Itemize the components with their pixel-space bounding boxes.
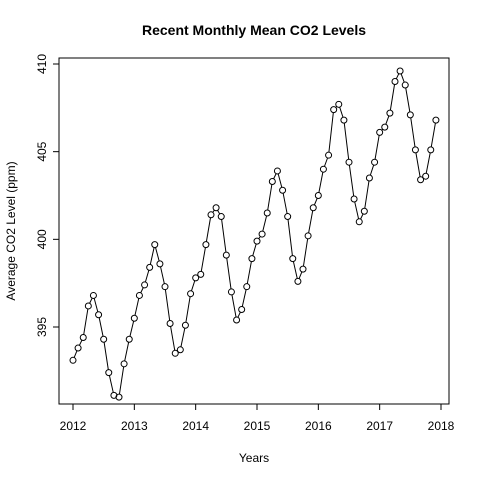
data-point xyxy=(79,334,87,342)
data-point xyxy=(319,165,327,173)
x-tick-label: 2015 xyxy=(244,419,271,433)
data-point xyxy=(330,106,338,114)
data-point xyxy=(284,213,292,221)
data-point xyxy=(222,251,230,259)
data-point xyxy=(151,241,159,249)
data-point xyxy=(95,311,103,319)
data-point xyxy=(166,319,174,327)
data-point xyxy=(187,290,195,298)
data-point xyxy=(69,356,77,364)
data-point xyxy=(89,291,97,299)
x-tick-label: 2013 xyxy=(121,419,148,433)
x-tick-label: 2014 xyxy=(182,419,209,433)
data-point xyxy=(335,100,343,108)
data-point xyxy=(84,302,92,310)
data-point xyxy=(125,335,133,343)
data-point xyxy=(432,116,440,124)
data-point xyxy=(406,111,414,119)
data-point xyxy=(386,109,394,117)
data-point xyxy=(243,283,251,291)
y-tick-label: 395 xyxy=(35,317,49,337)
data-point xyxy=(156,260,164,268)
data-point xyxy=(176,346,184,354)
y-axis: 395 400 405 410 xyxy=(35,54,60,337)
data-point xyxy=(263,209,271,217)
data-point xyxy=(135,291,143,299)
data-point xyxy=(192,274,200,282)
data-point xyxy=(411,146,419,154)
data-point xyxy=(171,349,179,357)
chart-title: Recent Monthly Mean CO2 Levels xyxy=(142,22,366,38)
data-point xyxy=(371,158,379,166)
data-point xyxy=(273,167,281,175)
data-point xyxy=(345,158,353,166)
data-point xyxy=(248,255,256,263)
data-point xyxy=(376,128,384,136)
data-point xyxy=(299,265,307,273)
data-point xyxy=(197,270,205,278)
data-point xyxy=(325,151,333,159)
series-line xyxy=(73,73,436,395)
data-point xyxy=(365,174,373,182)
data-point xyxy=(422,172,430,180)
data-point xyxy=(401,81,409,89)
data-point xyxy=(268,177,276,185)
x-axis-label: Years xyxy=(239,451,269,465)
data-point xyxy=(258,230,266,238)
x-axis: 2012 2013 2014 2015 2016 2017 2018 xyxy=(60,403,455,433)
x-tick-label: 2016 xyxy=(305,419,332,433)
data-point xyxy=(202,241,210,249)
data-point xyxy=(314,192,322,199)
data-point xyxy=(279,186,287,194)
data-point xyxy=(100,335,108,343)
x-tick-label: 2018 xyxy=(428,419,455,433)
y-axis-label: Average CO2 Level (ppm) xyxy=(4,161,18,300)
data-point xyxy=(350,195,358,203)
data-point xyxy=(115,393,123,401)
data-point xyxy=(294,277,302,285)
data-point xyxy=(120,360,128,368)
data-point xyxy=(130,314,138,322)
data-point xyxy=(207,211,215,219)
data-point xyxy=(304,232,312,240)
y-tick-label: 410 xyxy=(35,54,49,74)
x-tick-label: 2017 xyxy=(366,419,393,433)
data-point xyxy=(396,67,404,75)
data-point xyxy=(417,176,425,184)
x-tick-label: 2012 xyxy=(60,419,87,433)
data-point xyxy=(146,263,154,271)
data-point xyxy=(360,207,368,215)
data-point xyxy=(74,344,82,352)
data-point xyxy=(217,213,225,221)
y-tick-label: 405 xyxy=(35,141,49,161)
data-point xyxy=(289,255,297,263)
data-points xyxy=(69,67,440,401)
data-point xyxy=(253,237,261,245)
data-point xyxy=(161,283,169,291)
data-point xyxy=(233,316,241,324)
data-point xyxy=(238,305,246,313)
data-point xyxy=(391,78,399,86)
data-point xyxy=(355,218,363,226)
data-point xyxy=(340,116,348,124)
data-point xyxy=(381,123,389,131)
data-point xyxy=(105,369,113,377)
data-point xyxy=(212,204,220,212)
data-point xyxy=(227,288,235,296)
data-point xyxy=(427,146,435,154)
data-point xyxy=(141,281,149,289)
data-point xyxy=(181,321,189,329)
y-tick-label: 400 xyxy=(35,229,49,249)
data-point xyxy=(309,204,317,212)
